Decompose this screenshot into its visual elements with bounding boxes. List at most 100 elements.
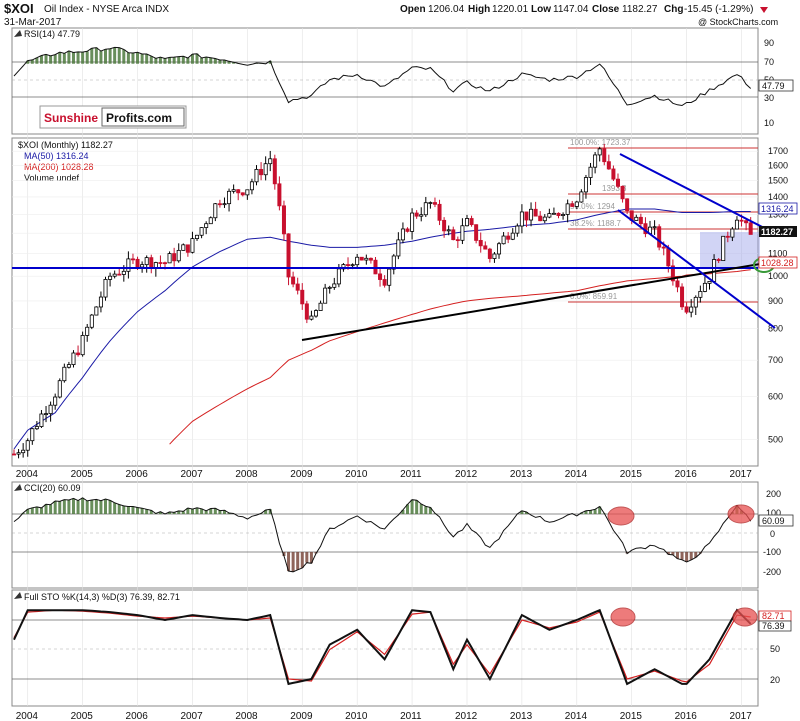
candle-body-134 (625, 198, 630, 212)
sto-k-value-box (758, 620, 792, 632)
chart-header: $XOI Oil Index - NYSE Arca INDX 31-Mar-2… (4, 1, 778, 28)
candle-body-48 (231, 189, 236, 192)
low-label: Low (531, 4, 551, 15)
candle-body-49 (236, 189, 241, 194)
rsi-label: RSI(14) 47.79 (24, 29, 80, 39)
candle-body-6 (39, 413, 44, 427)
candle-body-83 (391, 255, 396, 270)
candle-body-71 (336, 268, 341, 285)
candle-body-140 (652, 226, 657, 229)
candle-body-76 (359, 256, 364, 261)
symbol: $XOI (4, 1, 34, 16)
rsi-section: RSI(14) 47.79 90 70 50 30 10 47.79 Sunsh… (12, 29, 794, 129)
candle-body-33 (162, 262, 167, 265)
rsi-tick-70: 70 (764, 57, 774, 67)
candle-body-2 (21, 449, 26, 454)
ma50-value-box (758, 202, 798, 215)
year-label-bottom-2016: 2016 (675, 711, 698, 721)
ma200-line (169, 269, 751, 445)
candle-body-159 (739, 219, 744, 222)
candle-body-156 (725, 235, 730, 238)
cci-triangle-icon (14, 484, 22, 491)
candle-body-67 (318, 302, 323, 311)
year-label-top-2014: 2014 (565, 469, 588, 480)
candle-body-63 (300, 289, 305, 305)
candle-body-11 (62, 366, 67, 382)
candle-body-62 (295, 283, 300, 291)
candle-body-118 (551, 212, 556, 215)
brand-profits: Profits.com (106, 111, 172, 125)
candle-body-136 (634, 216, 639, 221)
candle-body-126 (588, 166, 593, 178)
candle-body-58 (277, 183, 282, 207)
year-label-bottom-2004: 2004 (16, 711, 39, 721)
candle-body-28 (140, 264, 145, 268)
price-legend-ma200: MA(200) 1028.28 (24, 162, 94, 172)
candle-body-29 (144, 257, 149, 266)
candle-body-146 (680, 286, 685, 308)
candle-body-90 (423, 202, 428, 216)
candle-body-150 (698, 291, 703, 298)
candle-body-1 (16, 452, 21, 455)
candle-body-75 (355, 256, 360, 266)
watermark: @ StockCharts.com (698, 17, 778, 27)
candle-body-111 (519, 211, 524, 227)
candle-body-53 (254, 168, 259, 183)
cci-circle-2017 (727, 504, 755, 524)
year-label-bottom-2006: 2006 (126, 711, 149, 721)
year-label-top-2011: 2011 (400, 469, 422, 480)
price-candles (11, 143, 753, 459)
candle-body-25 (126, 258, 131, 272)
channel-upper-line (619, 153, 773, 233)
candle-body-78 (368, 257, 373, 261)
close-value: 1182.27 (622, 4, 658, 15)
candle-body-131 (611, 168, 616, 180)
candle-body-16 (85, 326, 90, 336)
rsi-panel (11, 27, 759, 135)
candle-body-42 (204, 223, 209, 228)
candle-body-41 (199, 227, 204, 236)
cci-negative-fill (282, 552, 702, 572)
candle-body-37 (181, 244, 186, 251)
year-label-top-2015: 2015 (620, 469, 643, 480)
candle-body-10 (57, 380, 62, 398)
candle-body-9 (53, 396, 58, 406)
candle-body-120 (561, 214, 566, 216)
fib-0-label: 0.0%: 859.91 (570, 292, 618, 301)
candle-body-137 (638, 216, 643, 225)
candle-body-105 (492, 253, 497, 259)
candle-body-157 (730, 228, 735, 238)
year-axis-bottom: 2004 2005 2006 2007 2008 2009 2010 2011 2012 2013… (16, 711, 752, 721)
year-label-top-2010: 2010 (345, 469, 368, 480)
cci-positive-fill (21, 497, 744, 514)
candle-body-161 (748, 222, 753, 235)
price-tick-1100: 1100 (768, 249, 787, 259)
year-label-bottom-2013: 2013 (510, 711, 533, 721)
high-label: High (468, 4, 490, 15)
price-y-ticks: 1700160015001400130012001100100090080070… (12, 146, 788, 444)
open-value: 1206.04 (428, 4, 465, 15)
candle-body-117 (547, 213, 552, 218)
rsi-overbought-fill (26, 47, 272, 64)
candle-body-64 (304, 303, 309, 320)
year-label-bottom-2012: 2012 (455, 711, 478, 721)
candle-body-91 (428, 202, 433, 204)
candle-body-44 (213, 203, 218, 219)
cci-value-box (758, 514, 794, 527)
candle-body-19 (98, 296, 103, 308)
candle-body-113 (529, 208, 534, 221)
sto-circle-2014 (610, 607, 636, 627)
year-label-top-2007: 2007 (180, 469, 203, 480)
cci-circle-2014 (607, 506, 635, 526)
close-label: Close (592, 4, 620, 15)
index-name: Oil Index - NYSE Arca INDX (44, 4, 169, 15)
candle-body-81 (382, 279, 387, 286)
cci-tick-neg100: -100 (763, 547, 781, 557)
candle-body-87 (410, 212, 415, 232)
candle-body-149 (693, 296, 698, 308)
rsi-tick-10: 10 (764, 118, 774, 128)
candle-body-30 (149, 257, 154, 269)
down-arrow-icon (760, 7, 768, 13)
sto-d-line (13, 609, 751, 683)
candle-body-50 (240, 192, 245, 196)
